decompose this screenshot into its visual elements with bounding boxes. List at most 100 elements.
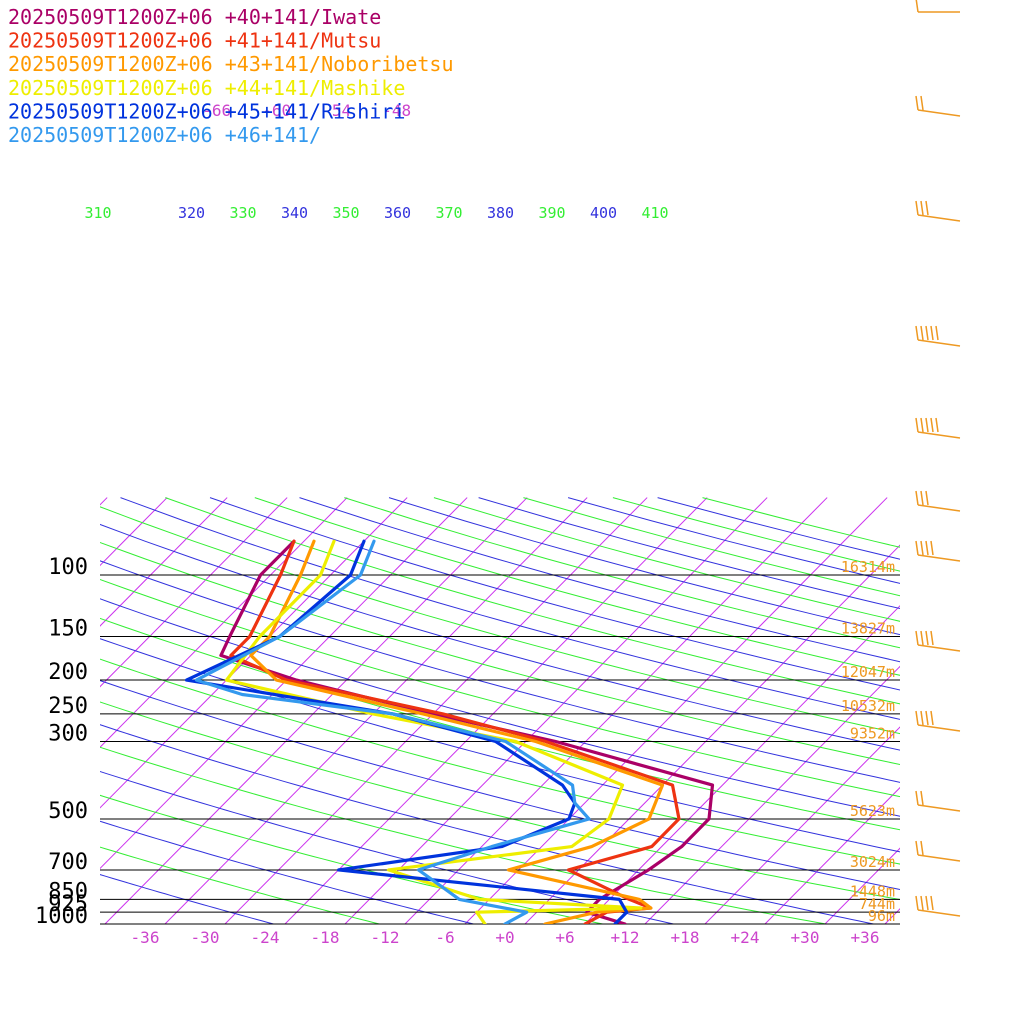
isotherm-line <box>524 544 900 924</box>
isotherm-line <box>100 497 408 809</box>
moist-adiabat-line <box>100 578 900 798</box>
legend: 20250509T1200Z+06 +40+141/Iwate20250509T… <box>8 5 454 147</box>
legend-entry: 20250509T1200Z+06 +41+141/Mutsu <box>8 29 381 53</box>
theta-label: 310 <box>84 204 111 222</box>
series-line <box>219 539 715 924</box>
isotherm-line <box>1005 498 1024 924</box>
pressure-tick-label: 1000 <box>35 904 88 929</box>
wind-barb <box>915 95 961 117</box>
isotherm-label: -54 <box>322 101 351 120</box>
pressure-tick-label: 700 <box>48 850 88 875</box>
temperature-profiles <box>184 539 715 924</box>
height-label: 12047m <box>841 663 895 681</box>
temperature-tick-label: +36 <box>851 928 880 947</box>
legend-entry: 20250509T1200Z+06 +43+141/Noboribetsu <box>8 52 454 76</box>
isotherm-line <box>344 497 768 924</box>
height-label: 9352m <box>850 725 895 743</box>
axis-labels: 100 16314m 150 13827m 200 12047m 250 10532m 300 9… <box>35 101 895 947</box>
theta-label: 340 <box>281 204 308 222</box>
pressure-tick-label: 850 <box>48 879 88 904</box>
theta-label: 350 <box>332 204 359 222</box>
theta-label: 400 <box>590 204 617 222</box>
series-line <box>224 539 643 924</box>
isotherm-line <box>704 726 900 924</box>
pressure-tick-label: 150 <box>48 616 88 641</box>
pressure-tick-label: 200 <box>48 660 88 685</box>
temperature-tick-label: -24 <box>251 928 280 947</box>
pressure-tick-label: 500 <box>48 799 88 824</box>
isobar-layer <box>100 574 900 925</box>
isotherm-line <box>644 665 900 924</box>
pressure-tick-label: 250 <box>48 694 88 719</box>
theta-label: 390 <box>538 204 565 222</box>
dry-adiabat-line <box>120 497 900 720</box>
dry-adiabat-line <box>100 560 900 783</box>
wind-barb <box>915 417 961 439</box>
dry-adiabat-line <box>100 874 276 924</box>
temperature-tick-label: +0 <box>495 928 514 947</box>
wind-barb <box>915 540 961 562</box>
theta-label: 330 <box>229 204 256 222</box>
theta-label: 370 <box>435 204 462 222</box>
height-label: 96m <box>868 907 895 925</box>
height-label: 744m <box>859 895 895 913</box>
isotherm-label: -66 <box>202 101 231 120</box>
temperature-tick-label: -30 <box>191 928 220 947</box>
isotherm-line <box>100 497 468 870</box>
height-label: 5623m <box>850 802 895 820</box>
wind-barb <box>915 200 961 222</box>
temperature-tick-label: -18 <box>311 928 340 947</box>
wind-barb <box>915 630 961 652</box>
dry-adiabat-line <box>567 497 900 584</box>
theta-label: 380 <box>487 204 514 222</box>
legend-entry: 20250509T1200Z+06 +46+141/ <box>8 123 321 147</box>
moist-adiabat-line <box>100 701 900 901</box>
isotherm-line <box>100 497 228 627</box>
moist-adiabat-line <box>100 846 382 924</box>
moist-adiabat-line <box>165 497 900 705</box>
dry-adiabat-line <box>100 523 900 751</box>
height-label: 1448m <box>850 882 895 900</box>
wind-barb <box>915 840 961 862</box>
isotherm-label: -48 <box>382 101 411 120</box>
wind-barbs <box>915 0 961 917</box>
wind-barb <box>915 0 960 13</box>
dry-adiabat-line <box>100 820 476 924</box>
moist-adiabat-line <box>100 506 900 735</box>
temperature-tick-label: -36 <box>131 928 160 947</box>
temperature-tick-label: +18 <box>671 928 700 947</box>
theta-label: 320 <box>178 204 205 222</box>
isotherm-line <box>0 498 47 924</box>
pressure-tick-label: 300 <box>48 722 88 747</box>
height-label: 16314m <box>841 558 895 576</box>
isotherm-line <box>100 497 288 688</box>
isotherm-line <box>824 847 900 924</box>
pressure-tick-label: 100 <box>48 555 88 580</box>
isotherm-line <box>104 497 528 924</box>
temperature-tick-label: +24 <box>731 928 760 947</box>
temperature-tick-label: -12 <box>371 928 400 947</box>
legend-entry: 20250509T1200Z+06 +44+141/Mashike <box>8 76 405 100</box>
theta-label: 360 <box>384 204 411 222</box>
temperature-tick-label: -6 <box>435 928 454 947</box>
pressure-tick-label: 925 <box>48 892 88 917</box>
dry-adiabat-line <box>100 724 876 924</box>
legend-entry: 20250509T1200Z+06 +40+141/Iwate <box>8 5 381 29</box>
wind-barb <box>915 490 961 512</box>
wind-barb <box>915 325 961 347</box>
dry-adiabat-line <box>209 497 900 691</box>
temperature-tick-label: +30 <box>791 928 820 947</box>
wind-barb <box>915 790 961 812</box>
moist-adiabat-line <box>100 541 900 766</box>
moist-adiabat-line <box>100 794 606 924</box>
theta-label: 410 <box>641 204 668 222</box>
series-line <box>229 539 681 924</box>
height-label: 13827m <box>841 619 895 637</box>
dry-adiabat-line <box>100 680 900 891</box>
isotherm-line <box>284 497 708 924</box>
series-line <box>194 539 591 924</box>
dry-adiabat-line <box>100 638 900 853</box>
height-label: 3024m <box>850 853 895 871</box>
isotherm-line <box>464 497 888 924</box>
